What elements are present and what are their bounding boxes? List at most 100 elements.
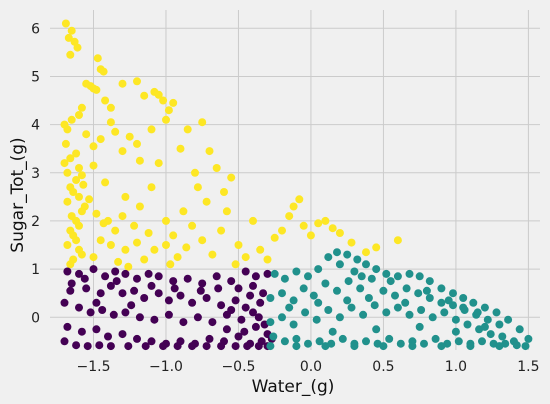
data-point xyxy=(324,253,333,262)
data-point xyxy=(202,342,211,351)
data-point xyxy=(328,327,337,336)
data-point xyxy=(414,289,423,298)
data-point xyxy=(469,298,478,307)
data-point xyxy=(147,337,156,346)
data-point xyxy=(222,325,231,334)
data-point xyxy=(254,342,263,351)
y-tick-label: 4 xyxy=(31,118,40,134)
data-point xyxy=(401,298,410,307)
data-point xyxy=(270,269,279,278)
data-point xyxy=(176,144,185,153)
data-point xyxy=(111,267,120,276)
data-point xyxy=(240,327,249,336)
data-point xyxy=(440,308,449,317)
data-point xyxy=(415,322,424,331)
data-point xyxy=(333,248,341,257)
data-points xyxy=(60,19,533,351)
data-point xyxy=(96,135,105,144)
data-point xyxy=(335,229,344,237)
data-point xyxy=(237,315,246,324)
data-point xyxy=(304,339,312,348)
data-point xyxy=(66,260,75,269)
data-point xyxy=(234,284,243,293)
data-point xyxy=(428,313,437,322)
data-point xyxy=(170,284,179,293)
series-1 xyxy=(60,265,276,351)
data-point xyxy=(217,226,226,235)
data-point xyxy=(118,212,127,221)
data-point xyxy=(402,284,411,293)
data-point xyxy=(101,96,110,105)
data-point xyxy=(198,118,207,127)
data-point xyxy=(266,342,275,351)
data-point xyxy=(77,327,86,336)
data-point xyxy=(415,272,424,281)
data-point xyxy=(86,308,95,317)
data-point xyxy=(227,173,236,182)
data-point xyxy=(141,342,150,351)
data-point xyxy=(162,216,170,225)
data-point xyxy=(269,332,278,341)
data-point xyxy=(80,274,89,283)
data-point xyxy=(106,342,115,351)
data-point xyxy=(169,277,178,286)
data-point xyxy=(299,221,308,230)
series-2 xyxy=(266,248,533,351)
y-tick-label: 2 xyxy=(31,214,40,230)
data-point xyxy=(93,54,102,63)
data-point xyxy=(61,139,70,148)
data-point xyxy=(292,342,301,351)
data-point xyxy=(278,313,286,322)
data-point xyxy=(314,298,323,307)
data-point xyxy=(241,253,250,262)
data-point xyxy=(251,272,260,281)
data-point xyxy=(437,298,446,307)
data-point xyxy=(289,202,298,211)
data-point xyxy=(124,262,133,271)
data-point xyxy=(324,306,333,314)
data-point xyxy=(289,320,298,329)
data-point xyxy=(396,339,405,348)
data-point xyxy=(61,19,70,28)
data-point xyxy=(335,260,344,269)
data-point xyxy=(227,277,236,286)
data-point xyxy=(483,315,492,324)
data-point xyxy=(164,310,173,319)
data-point xyxy=(67,279,76,288)
data-point xyxy=(66,154,75,163)
data-point xyxy=(111,226,120,235)
data-point xyxy=(362,337,370,346)
data-point xyxy=(101,178,110,187)
data-point xyxy=(356,284,365,293)
data-point xyxy=(285,212,294,221)
data-point xyxy=(82,130,91,139)
data-point xyxy=(173,253,182,262)
data-point xyxy=(72,176,81,184)
data-point xyxy=(75,111,83,119)
data-point xyxy=(63,168,72,177)
data-point xyxy=(231,296,240,305)
data-point xyxy=(75,269,83,278)
data-point xyxy=(147,281,156,290)
data-point xyxy=(106,103,115,112)
data-point xyxy=(382,308,391,317)
data-point xyxy=(144,269,153,278)
data-point xyxy=(222,207,231,216)
data-point xyxy=(454,337,463,346)
data-point xyxy=(214,284,223,293)
data-point xyxy=(164,296,173,305)
data-point xyxy=(379,342,388,351)
data-point xyxy=(166,260,175,269)
data-point xyxy=(69,188,78,196)
data-point xyxy=(405,269,414,278)
data-point xyxy=(121,245,130,254)
data-point xyxy=(169,231,178,240)
data-point xyxy=(92,298,101,307)
data-point xyxy=(176,291,185,300)
data-point xyxy=(135,156,144,165)
data-point xyxy=(486,330,495,339)
data-point xyxy=(77,103,86,112)
data-point xyxy=(480,322,489,331)
data-point xyxy=(154,90,163,99)
